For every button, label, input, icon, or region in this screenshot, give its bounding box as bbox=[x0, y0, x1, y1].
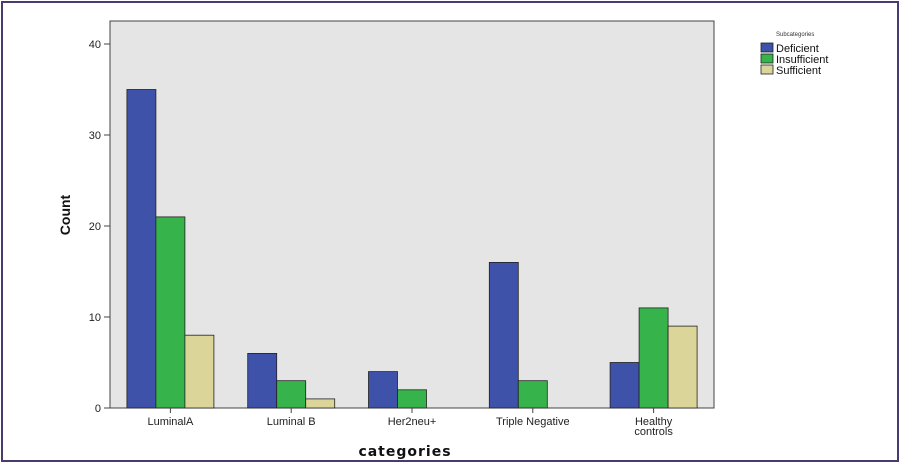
y-axis: 0 10 20 30 40 bbox=[89, 39, 110, 415]
x-axis-title: categories bbox=[358, 444, 451, 460]
y-tick-label: 40 bbox=[89, 39, 101, 51]
legend-title: Subcategories bbox=[776, 32, 814, 38]
x-tick-label: Healthy controls bbox=[634, 416, 673, 438]
y-tick-label: 10 bbox=[89, 312, 101, 324]
bar bbox=[305, 398, 336, 409]
bar bbox=[397, 389, 427, 409]
legend-swatch bbox=[760, 53, 774, 64]
x-tick-label: Her2neu+ bbox=[388, 416, 437, 428]
y-axis-title: Count bbox=[57, 194, 73, 235]
bars-group bbox=[126, 89, 698, 409]
legend-label: Sufficient bbox=[776, 65, 821, 77]
legend-swatch bbox=[760, 42, 774, 53]
y-tick-label: 20 bbox=[89, 221, 101, 233]
legend-label: Insufficient bbox=[776, 54, 828, 66]
legend-swatch bbox=[760, 64, 774, 75]
bar bbox=[368, 371, 398, 409]
bar bbox=[609, 362, 640, 409]
bar bbox=[276, 380, 307, 409]
bar bbox=[126, 89, 157, 409]
bar bbox=[488, 261, 519, 409]
y-tick-label: 0 bbox=[95, 403, 101, 415]
legend-label: Deficient bbox=[776, 43, 819, 55]
bar bbox=[667, 325, 698, 409]
x-axis: LuminalA Luminal B Her2neu+ Triple Negative… bbox=[147, 408, 673, 438]
x-tick-label: Luminal B bbox=[267, 416, 316, 428]
x-tick-label: Triple Negative bbox=[496, 416, 570, 428]
bar bbox=[184, 334, 215, 409]
bar bbox=[638, 307, 669, 409]
bar bbox=[247, 352, 278, 409]
bar bbox=[155, 216, 186, 409]
y-tick-label: 30 bbox=[89, 130, 101, 142]
x-tick-label: LuminalA bbox=[147, 416, 194, 428]
bar bbox=[517, 380, 548, 409]
legend: Subcategories DeficientInsufficientSuffi… bbox=[760, 32, 828, 77]
